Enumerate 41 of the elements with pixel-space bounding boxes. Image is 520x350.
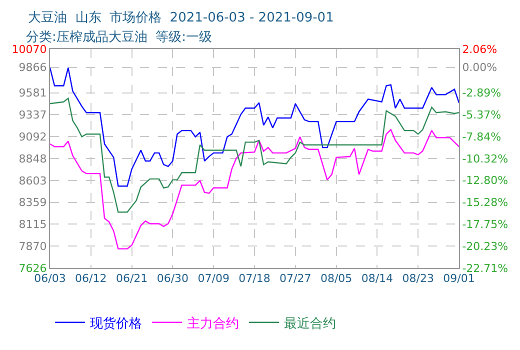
- y-tick-label: 9581: [18, 86, 47, 100]
- y2-tick-label: 2.06%: [462, 42, 498, 56]
- chart-subtitle: 分类:压榨成品大豆油 等级:一级: [26, 30, 212, 45]
- y2-tick-label: -10.32%: [462, 152, 508, 166]
- y-tick-label: 7870: [18, 240, 47, 253]
- x-tick-label: 07/18: [238, 272, 270, 286]
- x-tick-label: 06/03: [34, 272, 66, 286]
- line-series: [50, 129, 459, 250]
- y-tick-label: 9092: [18, 130, 47, 144]
- x-tick-label: 06/21: [116, 272, 148, 286]
- y-tick-label: 8115: [18, 218, 47, 232]
- legend-label: 最近合约: [284, 316, 336, 332]
- y2-tick-label: -15.28%: [462, 196, 508, 210]
- x-tick-label: 07/09: [198, 272, 230, 286]
- x-tick-label: 06/30: [156, 272, 189, 286]
- y2-tick-label: -5.37%: [462, 108, 502, 122]
- x-tick-label: 08/23: [402, 272, 434, 286]
- line-series: [50, 67, 459, 187]
- y2-tick-label: -20.23%: [462, 240, 508, 253]
- y2-tick-label: -12.80%: [462, 174, 508, 188]
- y-tick-label: 10070: [12, 42, 47, 56]
- x-tick-label: 06/12: [75, 272, 107, 286]
- y-tick-label: 9866: [18, 61, 47, 74]
- x-tick-label: 08/14: [361, 272, 394, 286]
- legend-label: 现货价格: [90, 316, 142, 332]
- y-tick-label: 9337: [18, 108, 47, 122]
- chart-title: 大豆油 山东 市场价格 2021-06-03 - 2021-09-01: [28, 10, 334, 26]
- legend-label: 主力合约: [187, 315, 239, 332]
- y2-tick-label: -7.84%: [462, 130, 502, 144]
- y-tick-label: 8603: [18, 174, 47, 188]
- x-tick-label: 07/27: [280, 272, 312, 286]
- y2-tick-label: -2.89%: [462, 86, 502, 100]
- x-tick-label: 09/01: [443, 272, 475, 286]
- y-tick-label: 7626: [18, 262, 47, 275]
- x-tick-label: 08/05: [320, 272, 352, 286]
- y2-tick-label: -22.71%: [462, 262, 508, 275]
- y-tick-label: 8848: [18, 152, 47, 166]
- y2-tick-label: -17.75%: [462, 218, 508, 231]
- line-series: [50, 98, 459, 213]
- y-tick-label: 8359: [18, 196, 47, 210]
- y2-tick-label: 0.00%: [462, 61, 498, 74]
